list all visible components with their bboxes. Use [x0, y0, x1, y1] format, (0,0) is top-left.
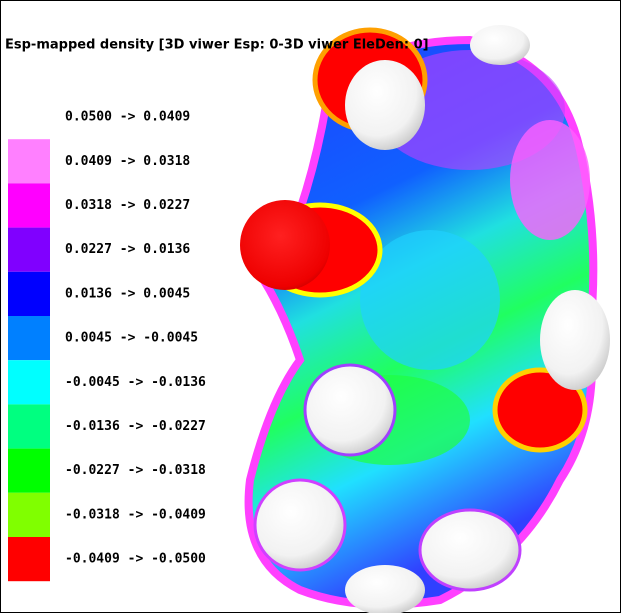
legend-swatch: [8, 272, 50, 316]
legend-label: -0.0409 -> -0.0500: [65, 552, 206, 567]
legend-label: -0.0318 -> -0.0409: [65, 507, 206, 522]
legend-swatch: [8, 139, 50, 183]
legend-label: 0.0227 -> 0.0136: [65, 242, 190, 257]
legend-swatch: [8, 316, 50, 360]
legend-swatch: [8, 228, 50, 272]
legend-label: -0.0045 -> -0.0136: [65, 375, 206, 390]
legend-label: -0.0227 -> -0.0318: [65, 463, 206, 478]
legend-swatch: [8, 183, 50, 227]
legend-label: 0.0409 -> 0.0318: [65, 154, 190, 169]
legend-label: 0.0136 -> 0.0045: [65, 286, 190, 301]
viewer: Esp-mapped density [3D viwer Esp: 0-3D v…: [0, 0, 621, 613]
legend-swatch: [8, 449, 50, 493]
legend-swatch: [8, 493, 50, 537]
legend-label: 0.0045 -> -0.0045: [65, 331, 198, 346]
legend-swatch: [8, 360, 50, 404]
legend-swatch: [8, 404, 50, 448]
legend: 0.0500 -> 0.0409 0.0409 -> 0.0318 0.0318 -…: [8, 95, 206, 581]
legend-swatch: [8, 95, 50, 139]
title: Esp-mapped density [3D viwer Esp: 0-3D v…: [5, 38, 429, 53]
legend-swatch: [8, 537, 50, 581]
legend-label: 0.0500 -> 0.0409: [65, 110, 190, 125]
legend-label: -0.0136 -> -0.0227: [65, 419, 206, 434]
legend-label: 0.0318 -> 0.0227: [65, 198, 190, 213]
